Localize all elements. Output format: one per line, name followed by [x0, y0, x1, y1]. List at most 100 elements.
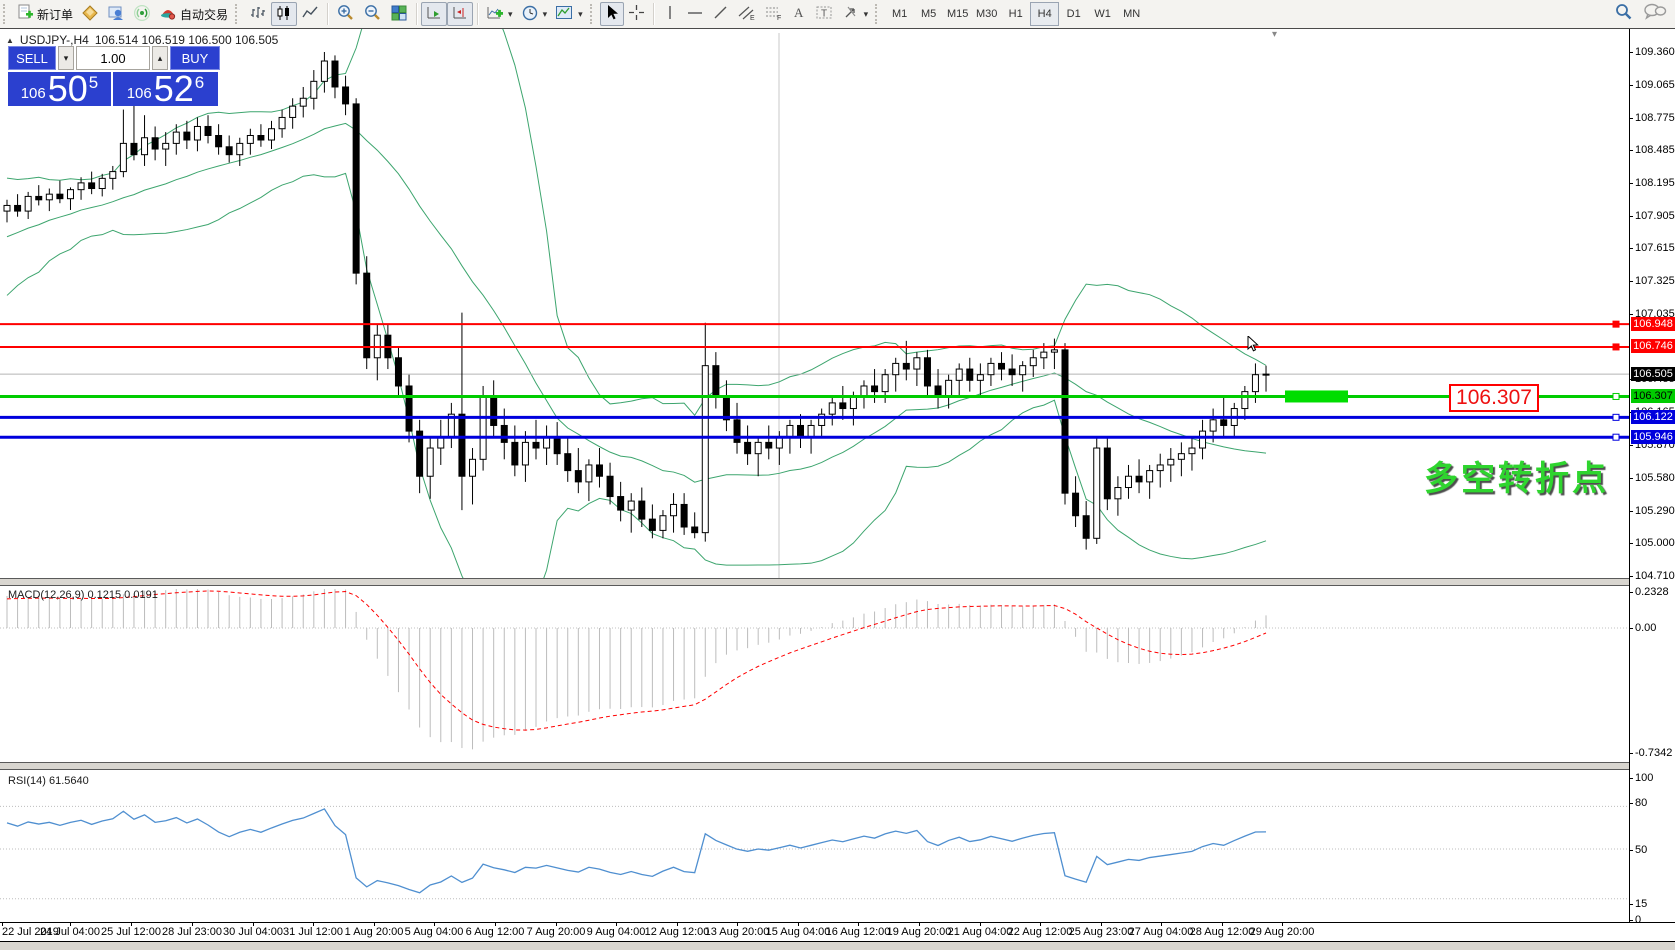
- indicators-button[interactable]: ▾: [482, 2, 517, 26]
- search-icon[interactable]: [1614, 2, 1633, 26]
- new-order-button[interactable]: 新订单: [13, 2, 77, 26]
- price-axis-tick: [1630, 248, 1633, 249]
- zoom-in-icon: [336, 3, 355, 25]
- channel-tool-button[interactable]: E: [733, 2, 760, 26]
- candle-bullish: [1019, 365, 1027, 376]
- candle-bullish: [849, 396, 857, 410]
- volume-decrease-button[interactable]: ▾: [58, 46, 74, 70]
- zoom-out-button[interactable]: [359, 2, 386, 26]
- arrows-tool-button[interactable]: ▾: [838, 2, 873, 26]
- candle-bearish: [151, 137, 159, 150]
- period-button-d1[interactable]: D1: [1066, 8, 1081, 20]
- price-axis[interactable]: 109.360 109.065 108.775 108.485 108.195 107.9…: [1629, 29, 1675, 941]
- main-chart[interactable]: [0, 29, 1629, 578]
- line-chart-button[interactable]: [297, 2, 323, 26]
- candle-bullish: [1124, 475, 1132, 489]
- bar-chart-icon: [249, 4, 267, 25]
- text-label-tool-button[interactable]: T: [811, 2, 838, 26]
- candle-bearish: [1103, 447, 1111, 500]
- volume-input[interactable]: [77, 47, 149, 69]
- time-axis-label: 15 Aug 04:00: [765, 926, 831, 938]
- candle-bullish: [162, 142, 170, 150]
- time-axis-tick: [1222, 922, 1223, 926]
- dropdown-caret-icon: ▾: [508, 8, 513, 19]
- period-button-m15[interactable]: M15: [946, 8, 969, 20]
- crosshair-tool-button[interactable]: [624, 2, 649, 26]
- candle-bearish: [1135, 475, 1143, 483]
- period-button-m5[interactable]: M5: [921, 8, 937, 20]
- candle-bearish: [606, 475, 614, 498]
- macd-label: MACD(12,26,9) 0.1215 0.0191: [8, 589, 158, 601]
- chart-header: ▲ USDJPY-,H4 106.514 106.519 106.500 106…: [6, 33, 278, 47]
- macd-axis-tick: [1630, 592, 1633, 593]
- candle-bullish: [1188, 447, 1196, 455]
- candle-bearish: [648, 518, 656, 531]
- candlestick-chart-button[interactable]: [271, 2, 298, 26]
- period-button-w1[interactable]: W1: [1094, 8, 1111, 20]
- candle-bullish: [278, 116, 286, 130]
- new-order-icon: [17, 4, 34, 24]
- horizontal-line-tool-button[interactable]: [682, 2, 708, 26]
- candle-bullish: [585, 464, 593, 483]
- time-axis-tick: [1040, 922, 1041, 926]
- chart-shift-button[interactable]: [447, 2, 474, 26]
- auto-scroll-icon: [425, 4, 443, 25]
- text-label-icon: T: [815, 4, 834, 24]
- price-axis-label: 109.360: [1635, 46, 1675, 58]
- signal-button[interactable]: [129, 2, 155, 26]
- chat-icon[interactable]: [1643, 2, 1667, 26]
- sell-button[interactable]: SELL: [8, 46, 56, 70]
- period-button-h1[interactable]: H1: [1008, 8, 1023, 20]
- cursor-tool-button[interactable]: [599, 2, 624, 26]
- trendline-tool-button[interactable]: [708, 2, 733, 26]
- candle-bullish: [1114, 487, 1122, 500]
- line-chart-icon: [301, 4, 319, 25]
- tile-windows-button[interactable]: [386, 2, 412, 26]
- price-axis-tick: [1630, 478, 1633, 479]
- auto-scroll-button[interactable]: [421, 2, 448, 26]
- rsi-pane[interactable]: [0, 770, 1629, 922]
- pane-separator[interactable]: [0, 762, 1675, 770]
- collapse-triangle-icon[interactable]: ▲: [6, 35, 14, 45]
- period-button-mn[interactable]: MN: [1123, 8, 1141, 20]
- fibonacci-tool-button[interactable]: F: [760, 2, 787, 26]
- toolbar-grip: [589, 4, 596, 24]
- rsi-label: RSI(14) 61.5640: [8, 775, 89, 787]
- vertical-line-tool-button[interactable]: [658, 2, 682, 26]
- metaeditor-button[interactable]: [77, 2, 103, 26]
- period-button-h4[interactable]: H4: [1030, 2, 1060, 26]
- turning-point-note: 多空转折点: [1424, 460, 1609, 498]
- periods-button[interactable]: ▾: [517, 2, 552, 26]
- chart-shift-marker: ▾: [1272, 29, 1278, 40]
- time-axis-label: 7 Aug 20:00: [526, 926, 586, 938]
- macd-axis-tick: [1630, 628, 1633, 629]
- candle-bearish: [733, 419, 741, 443]
- period-button-m1[interactable]: M1: [892, 8, 908, 20]
- period-button-m30[interactable]: M30: [975, 8, 998, 20]
- text-tool-button[interactable]: A: [787, 2, 811, 26]
- time-axis[interactable]: 22 Jul 2019 24 Jul 04:00 25 Jul 12:00 28 Ju…: [0, 922, 1675, 941]
- bar-chart-button[interactable]: [245, 2, 271, 26]
- auto-trading-button[interactable]: 自动交易: [155, 2, 232, 26]
- zoom-in-button[interactable]: [332, 2, 359, 26]
- strategy-tester-button[interactable]: [103, 2, 129, 26]
- sell-price-display[interactable]: 106 50 5: [8, 71, 111, 107]
- candle-bullish: [828, 402, 836, 415]
- candle-bullish: [109, 171, 117, 179]
- candle-bearish: [490, 396, 498, 426]
- time-axis-label: 9 Aug 04:00: [586, 926, 646, 938]
- buy-button[interactable]: BUY: [170, 46, 220, 70]
- macd-pane[interactable]: [0, 586, 1629, 762]
- pane-separator[interactable]: [0, 578, 1675, 586]
- templates-button[interactable]: ▾: [551, 2, 587, 26]
- user-icon: [107, 4, 125, 25]
- buy-price-display[interactable]: 106 52 6: [113, 71, 218, 107]
- candle-bullish: [976, 374, 984, 381]
- candle-bearish: [257, 134, 265, 141]
- candle-bearish: [458, 413, 466, 477]
- candle-bullish: [1251, 374, 1259, 393]
- toolbar-separator: [416, 3, 418, 25]
- candle-bearish: [130, 142, 138, 156]
- volume-increase-button[interactable]: ▴: [152, 46, 168, 70]
- equidistant-channel-icon: E: [737, 4, 756, 24]
